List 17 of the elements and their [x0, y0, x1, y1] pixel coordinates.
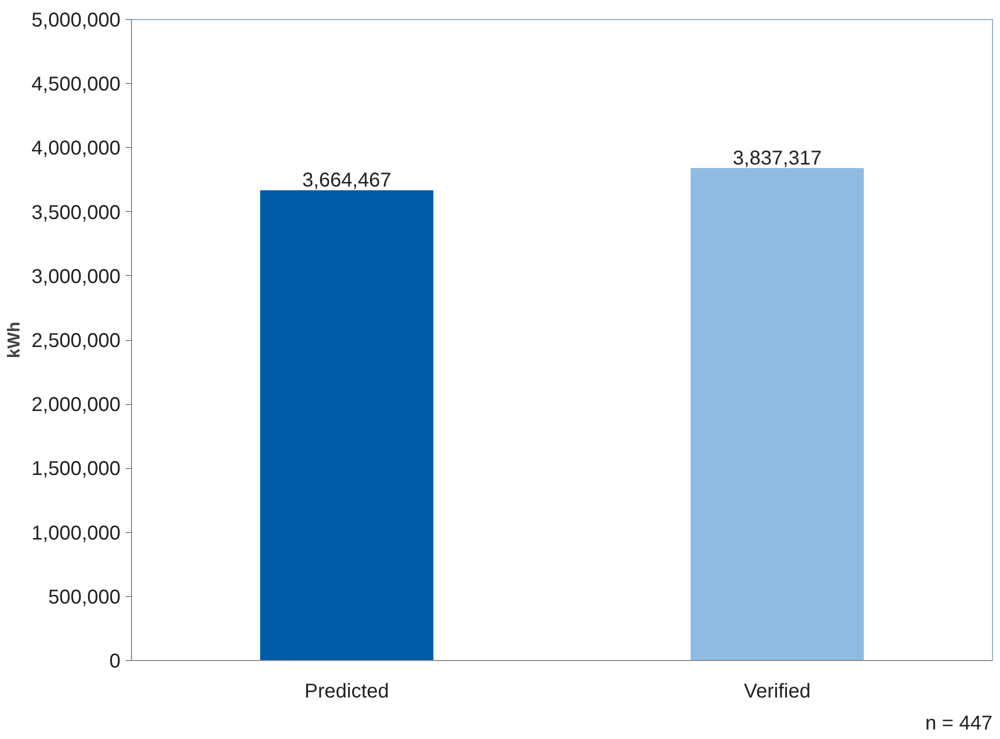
y-tick-label: 3,500,000 — [32, 202, 121, 224]
y-axis-title: kWh — [4, 322, 24, 358]
y-tick-label: 0 — [109, 650, 120, 672]
y-tick-label: 5,000,000 — [32, 10, 121, 32]
x-tick-label: Verified — [744, 680, 811, 702]
data-label: 3,837,317 — [732, 148, 822, 170]
text: n = 447 — [925, 712, 993, 734]
y-tick-label: 4,500,000 — [32, 74, 121, 96]
y-tick-label: 4,000,000 — [32, 138, 121, 160]
y-tick-label: 2,000,000 — [32, 394, 121, 416]
y-tick-label: 1,500,000 — [32, 458, 121, 480]
x-tick-label: Predicted — [304, 680, 390, 702]
y-tick-label: 1,000,000 — [32, 522, 121, 544]
y-tick-label: 500,000 — [48, 586, 120, 608]
data-label: 3,664,467 — [302, 170, 392, 192]
y-tick-label: 2,500,000 — [32, 330, 121, 352]
y-tick-label: 3,000,000 — [32, 266, 121, 288]
